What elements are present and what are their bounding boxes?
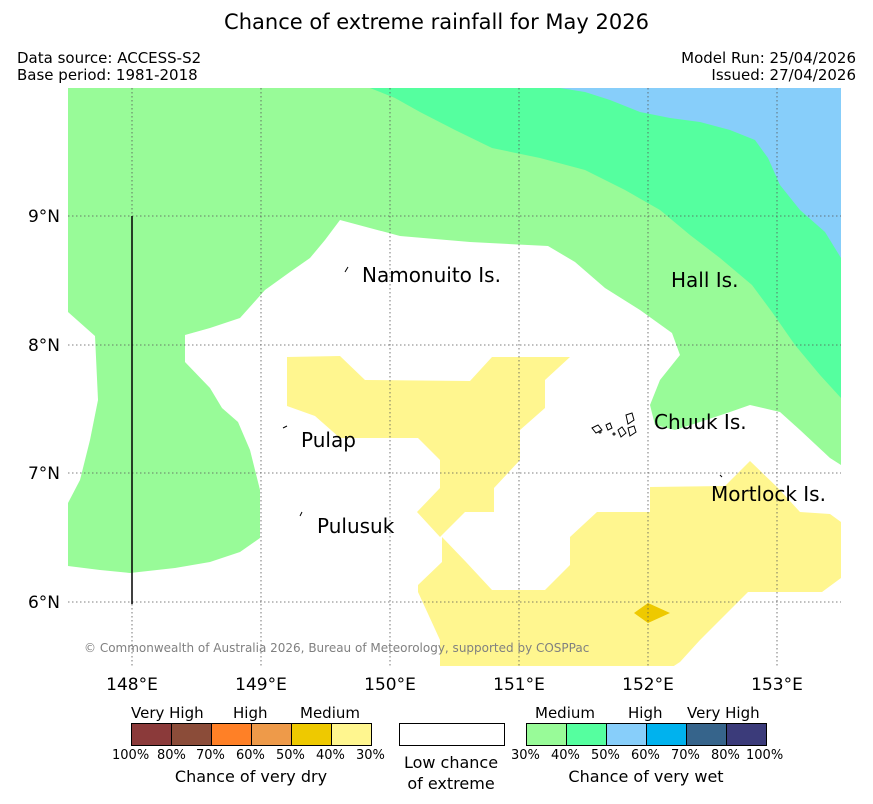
low-chance-west-notch	[68, 312, 98, 503]
place-label-chuuk: Chuuk Is.	[654, 410, 747, 434]
dry-cell	[131, 724, 171, 745]
dry-tick: 70%	[196, 748, 225, 763]
island-outlines	[282, 266, 723, 517]
place-label-pulusuk: Pulusuk	[317, 514, 395, 538]
lat-label: 8°N	[28, 336, 60, 356]
wet-tick: 60%	[631, 748, 660, 763]
mortlock-island-shape	[719, 474, 723, 478]
dry-tick: 60%	[236, 748, 265, 763]
lat-label: 7°N	[28, 464, 60, 484]
lon-label: 148°E	[106, 675, 158, 695]
dry-40-50-patch	[634, 603, 670, 623]
low-chance-label-line1: Low chance	[403, 753, 499, 772]
legend-wet-high: High	[628, 704, 663, 722]
wet-tick: 100%	[746, 748, 784, 763]
issued-date: Issued: 27/04/2026	[711, 66, 856, 84]
wet-tick: 50%	[591, 748, 620, 763]
dry-tick: 100%	[112, 748, 150, 763]
legend-dry-high: High	[233, 704, 268, 722]
dry-caption: Chance of very dry	[174, 767, 328, 786]
model-run: Model Run: 25/04/2026	[681, 49, 856, 67]
namonuito-island-shape	[344, 266, 349, 273]
dry-colorbar	[131, 723, 372, 746]
rainfall-map: 9°N 8°N 7°N 6°N 148°E 149°E 150°E 151°E …	[28, 88, 841, 695]
dry-tick: 50%	[276, 748, 305, 763]
pulap-island-shape	[282, 425, 288, 429]
low-chance-swatch	[399, 723, 505, 746]
lon-label: 152°E	[622, 675, 674, 695]
place-label-mortlock: Mortlock Is.	[711, 482, 826, 506]
dry-tick: 80%	[157, 748, 186, 763]
dry-cell	[291, 724, 331, 745]
lon-label: 150°E	[364, 675, 416, 695]
lat-label: 6°N	[28, 593, 60, 613]
legend-dry-medium: Medium	[300, 704, 360, 722]
legend-wet-medium: Medium	[535, 704, 595, 722]
dry-tick: 30%	[356, 748, 385, 763]
lon-label: 149°E	[235, 675, 287, 695]
wet-cell	[726, 724, 766, 745]
data-source: Data source: ACCESS-S2	[17, 49, 202, 67]
dry-cell	[171, 724, 211, 745]
wet-50-60-region	[560, 88, 841, 258]
copyright-credit: © Commonwealth of Australia 2026, Bureau…	[84, 641, 589, 655]
wet-40-50-region	[370, 88, 841, 398]
low-chance-label-line2: of extreme	[407, 774, 495, 793]
wet-cell	[606, 724, 646, 745]
dry-cell	[211, 724, 251, 745]
wet-cell	[646, 724, 686, 745]
wet-cell	[686, 724, 726, 745]
lon-label: 151°E	[493, 675, 545, 695]
wet-cell	[566, 724, 606, 745]
page-title: Chance of extreme rainfall for May 2026	[224, 10, 649, 34]
wet-tick: 40%	[551, 748, 580, 763]
wet-tick: 80%	[711, 748, 740, 763]
wet-tick: 70%	[671, 748, 700, 763]
chuuk-island-shapes	[591, 412, 637, 438]
wet-caption: Chance of very wet	[568, 767, 724, 786]
lat-label: 9°N	[28, 207, 60, 227]
dry-cell	[331, 724, 371, 745]
wet-cell	[526, 724, 566, 745]
dry-cell	[251, 724, 291, 745]
dry-30-40-southeast-region	[418, 461, 841, 666]
lon-label: 153°E	[751, 675, 803, 695]
base-period: Base period: 1981-2018	[17, 66, 198, 84]
dry-30-40-central-region	[287, 356, 570, 537]
wet-tick: 30%	[511, 748, 540, 763]
place-label-hall: Hall Is.	[671, 268, 738, 292]
dry-tick: 40%	[316, 748, 345, 763]
place-label-namonuito: Namonuito Is.	[362, 263, 501, 287]
pulusuk-island-shape	[299, 511, 303, 517]
legend-wet-very-high: Very High	[687, 704, 760, 722]
place-label-pulap: Pulap	[301, 428, 356, 452]
legend-dry-very-high: Very High	[131, 704, 204, 722]
wet-colorbar	[526, 723, 767, 746]
